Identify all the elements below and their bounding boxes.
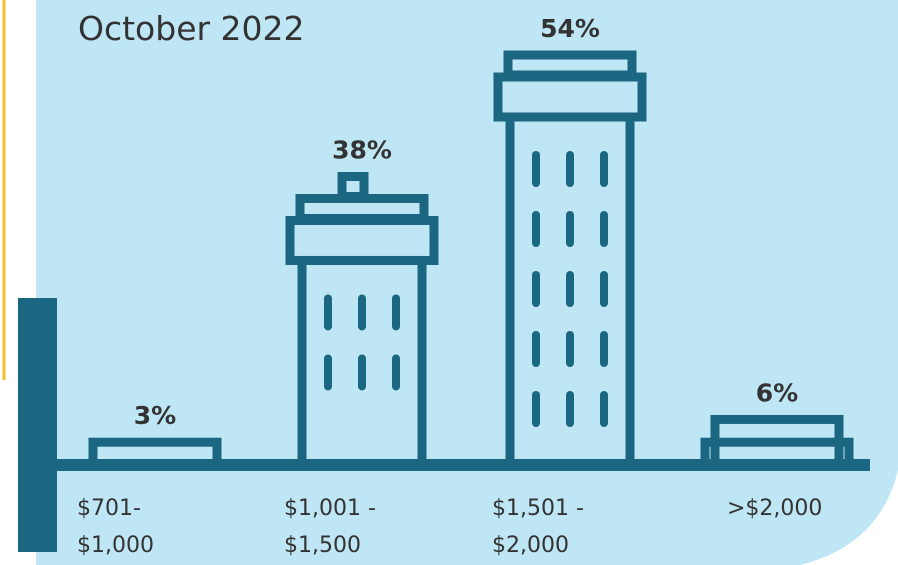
x-tick-label: $1,001 - $1,500 <box>284 496 376 558</box>
outline <box>297 255 427 470</box>
value-label: 6% <box>756 378 798 407</box>
x-tick-label: $1,501 - $2,000 <box>492 496 584 558</box>
x-tick-label: >$2,000 <box>727 496 823 521</box>
background <box>36 0 898 565</box>
value-label: 3% <box>134 401 176 430</box>
building <box>285 171 439 470</box>
ground-line <box>57 459 870 471</box>
value-label: 54% <box>540 14 600 43</box>
building <box>700 414 854 470</box>
x-tick-label: $701- $1,000 <box>77 496 154 558</box>
outline <box>505 112 635 470</box>
outline <box>88 437 222 470</box>
value-label: 38% <box>332 135 392 164</box>
building <box>88 437 222 470</box>
building <box>493 50 647 470</box>
chart-title: October 2022 <box>78 9 305 48</box>
outline <box>700 437 854 470</box>
side-bar <box>18 298 57 552</box>
